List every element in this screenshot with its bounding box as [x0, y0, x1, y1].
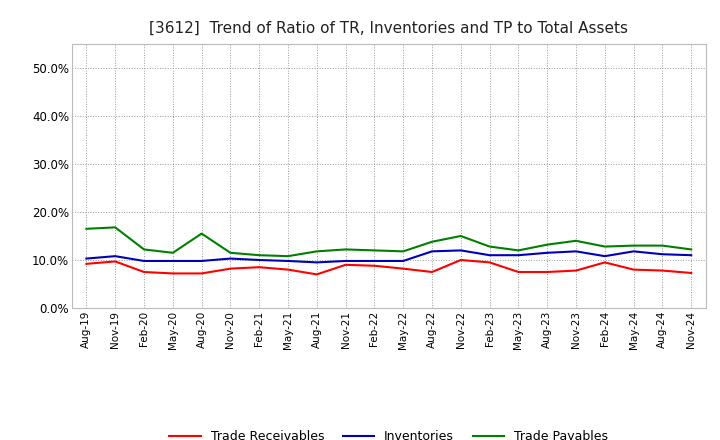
- Trade Payables: [600, 244, 609, 249]
- Inventories: [629, 249, 638, 254]
- Legend: Trade Receivables, Inventories, Trade Payables: Trade Receivables, Inventories, Trade Pa…: [164, 425, 613, 440]
- Trade Payables: [255, 253, 264, 258]
- Trade Receivables: [255, 264, 264, 270]
- Line: Trade Payables: Trade Payables: [86, 227, 691, 256]
- Trade Payables: [485, 244, 494, 249]
- Trade Payables: [514, 248, 523, 253]
- Inventories: [514, 253, 523, 258]
- Inventories: [168, 258, 177, 264]
- Trade Payables: [226, 250, 235, 256]
- Inventories: [82, 256, 91, 261]
- Trade Receivables: [370, 263, 379, 268]
- Trade Payables: [168, 250, 177, 256]
- Trade Receivables: [140, 269, 148, 275]
- Trade Receivables: [428, 269, 436, 275]
- Trade Receivables: [168, 271, 177, 276]
- Inventories: [428, 249, 436, 254]
- Trade Receivables: [226, 266, 235, 271]
- Trade Receivables: [543, 269, 552, 275]
- Inventories: [600, 253, 609, 259]
- Inventories: [687, 253, 696, 258]
- Inventories: [255, 257, 264, 263]
- Trade Receivables: [341, 262, 350, 268]
- Trade Payables: [399, 249, 408, 254]
- Inventories: [284, 258, 292, 264]
- Inventories: [658, 252, 667, 257]
- Trade Payables: [370, 248, 379, 253]
- Trade Payables: [284, 253, 292, 259]
- Inventories: [140, 258, 148, 264]
- Trade Receivables: [399, 266, 408, 271]
- Inventories: [543, 250, 552, 256]
- Trade Receivables: [456, 257, 465, 263]
- Trade Payables: [456, 233, 465, 238]
- Trade Receivables: [629, 267, 638, 272]
- Title: [3612]  Trend of Ratio of TR, Inventories and TP to Total Assets: [3612] Trend of Ratio of TR, Inventories…: [149, 21, 629, 36]
- Trade Payables: [428, 239, 436, 244]
- Trade Payables: [543, 242, 552, 247]
- Trade Receivables: [687, 270, 696, 275]
- Trade Payables: [82, 226, 91, 231]
- Trade Receivables: [111, 259, 120, 264]
- Trade Receivables: [600, 260, 609, 265]
- Trade Receivables: [485, 260, 494, 265]
- Trade Payables: [111, 225, 120, 230]
- Trade Payables: [312, 249, 321, 254]
- Trade Payables: [572, 238, 580, 243]
- Line: Trade Receivables: Trade Receivables: [86, 260, 691, 275]
- Inventories: [341, 258, 350, 264]
- Trade Receivables: [197, 271, 206, 276]
- Trade Payables: [197, 231, 206, 236]
- Inventories: [312, 260, 321, 265]
- Inventories: [111, 253, 120, 259]
- Inventories: [485, 253, 494, 258]
- Trade Payables: [341, 247, 350, 252]
- Trade Receivables: [514, 269, 523, 275]
- Inventories: [456, 248, 465, 253]
- Trade Receivables: [82, 261, 91, 267]
- Inventories: [226, 256, 235, 261]
- Trade Receivables: [572, 268, 580, 273]
- Trade Receivables: [284, 267, 292, 272]
- Inventories: [197, 258, 206, 264]
- Trade Payables: [629, 243, 638, 248]
- Trade Receivables: [312, 272, 321, 277]
- Inventories: [399, 258, 408, 264]
- Trade Payables: [658, 243, 667, 248]
- Inventories: [370, 258, 379, 264]
- Trade Payables: [687, 247, 696, 252]
- Trade Receivables: [658, 268, 667, 273]
- Inventories: [572, 249, 580, 254]
- Line: Inventories: Inventories: [86, 250, 691, 262]
- Trade Payables: [140, 247, 148, 252]
